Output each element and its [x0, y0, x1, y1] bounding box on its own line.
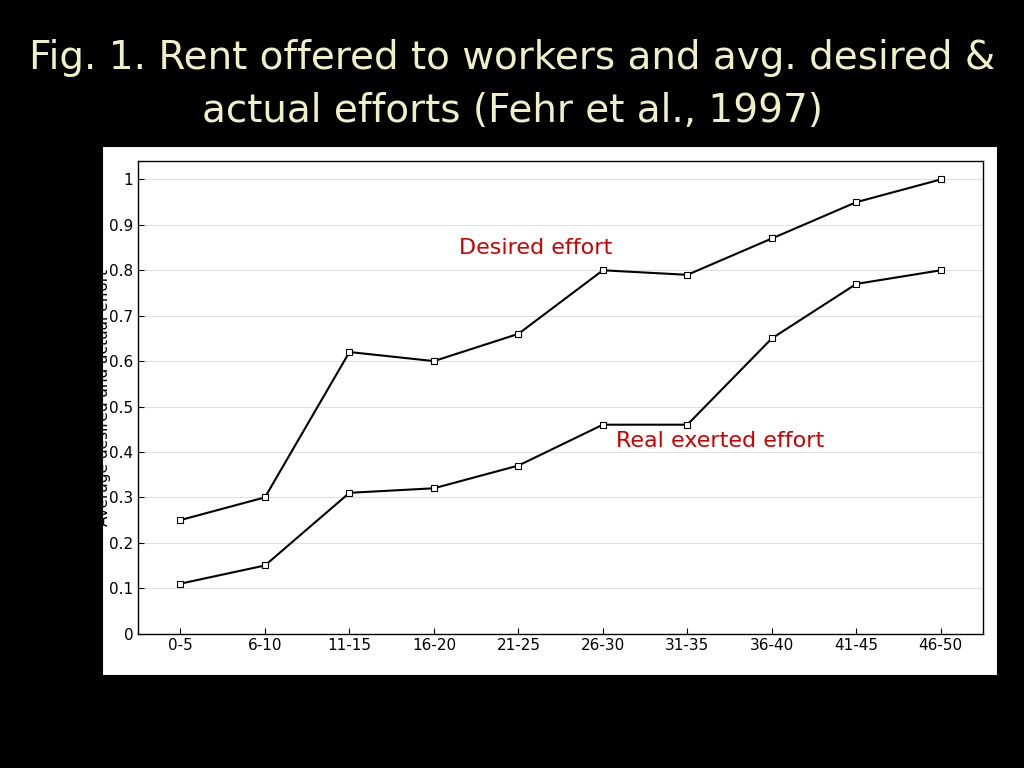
Text: actual efforts (Fehr et al., 1997): actual efforts (Fehr et al., 1997): [202, 92, 822, 131]
Text: Real exerted effort: Real exerted effort: [615, 432, 823, 452]
Text: Desired effort: Desired effort: [459, 238, 612, 258]
Text: Fig. 1. Rent offered to workers and avg. desired &: Fig. 1. Rent offered to workers and avg.…: [29, 38, 995, 77]
Text: Rent offered to the workers  = wage – cost of effort: Rent offered to the workers = wage – cos…: [346, 678, 831, 697]
Y-axis label: Average desired and actual effort: Average desired and actual effort: [96, 269, 111, 526]
